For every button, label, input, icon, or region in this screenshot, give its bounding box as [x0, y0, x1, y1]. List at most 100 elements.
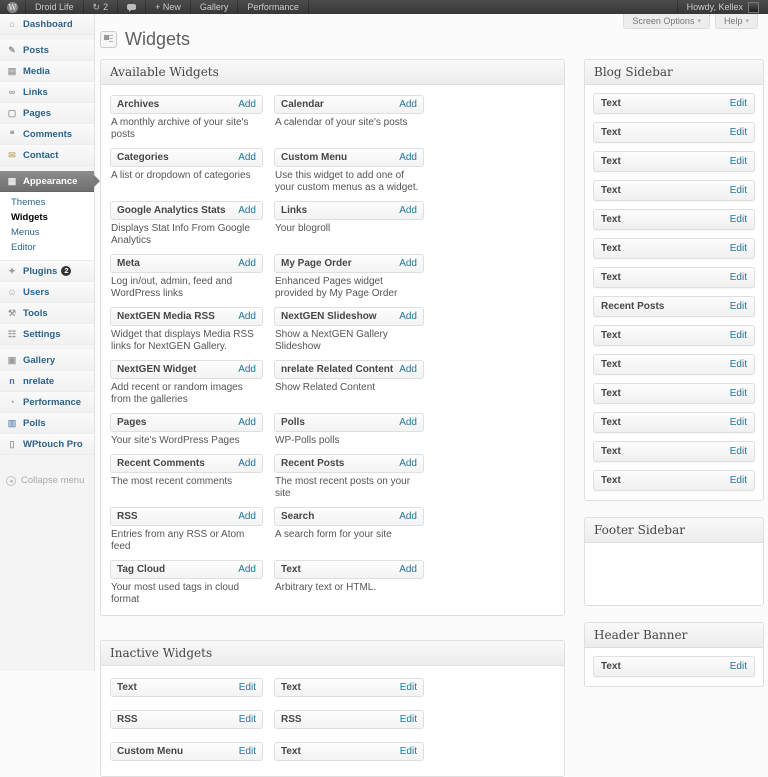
widget-add-link[interactable]: Add	[399, 511, 417, 522]
widget-edit-link[interactable]: Edit	[729, 446, 747, 457]
comments-menu[interactable]	[118, 0, 147, 14]
widget-edit-link[interactable]: Edit	[729, 388, 747, 399]
widget-edit-link[interactable]: Edit	[399, 714, 417, 725]
widget-drag-handle[interactable]: Categories Add	[110, 148, 263, 167]
sidebar-widget-card[interactable]: Text Edit	[593, 656, 755, 677]
widget-add-link[interactable]: Add	[399, 417, 417, 428]
widget-add-link[interactable]: Add	[399, 364, 417, 375]
inactive-widget-card[interactable]: Custom Menu Edit	[110, 742, 263, 761]
widget-add-link[interactable]: Add	[238, 417, 256, 428]
widget-drag-handle[interactable]: My Page Order Add	[274, 254, 424, 273]
widget-drag-handle[interactable]: NextGEN Widget Add	[110, 360, 263, 379]
widget-edit-link[interactable]: Edit	[729, 417, 747, 428]
sidebar-widget-card[interactable]: Text Edit	[593, 412, 755, 433]
sidebar-item-pages[interactable]: Pages	[0, 103, 94, 124]
widget-drag-handle[interactable]: Google Analytics Stats Add	[110, 201, 263, 220]
widget-drag-handle[interactable]: NextGEN Slideshow Add	[274, 307, 424, 326]
widget-drag-handle[interactable]: Polls Add	[274, 413, 424, 432]
collapse-menu-button[interactable]: ◂ Collapse menu	[0, 471, 94, 490]
sidebar-widget-card[interactable]: Text Edit	[593, 470, 755, 491]
widget-edit-link[interactable]: Edit	[238, 714, 256, 725]
widget-edit-link[interactable]: Edit	[729, 661, 747, 672]
widget-drag-handle[interactable]: Search Add	[274, 507, 424, 526]
widget-drag-handle[interactable]: Pages Add	[110, 413, 263, 432]
sidebar-widget-card[interactable]: Text Edit	[593, 383, 755, 404]
widget-drag-handle[interactable]: NextGEN Media RSS Add	[110, 307, 263, 326]
sidebar-widget-card[interactable]: Text Edit	[593, 325, 755, 346]
sidebar-widget-card[interactable]: Text Edit	[593, 267, 755, 288]
sidebar-widget-card[interactable]: Text Edit	[593, 209, 755, 230]
widget-add-link[interactable]: Add	[399, 205, 417, 216]
sidebar-item-contact[interactable]: Contact	[0, 145, 94, 166]
widget-edit-link[interactable]: Edit	[729, 127, 747, 138]
widget-edit-link[interactable]: Edit	[238, 746, 256, 757]
widget-edit-link[interactable]: Edit	[238, 682, 256, 693]
widget-drag-handle[interactable]: Tag Cloud Add	[110, 560, 263, 579]
widget-drag-handle[interactable]: Archives Add	[110, 95, 263, 114]
widget-edit-link[interactable]: Edit	[729, 330, 747, 341]
inactive-widget-card[interactable]: RSS Edit	[110, 710, 263, 729]
widget-add-link[interactable]: Add	[399, 458, 417, 469]
updates-menu[interactable]: ↻ 2	[84, 0, 119, 14]
widget-drag-handle[interactable]: Calendar Add	[274, 95, 424, 114]
widget-add-link[interactable]: Add	[238, 205, 256, 216]
widget-add-link[interactable]: Add	[238, 564, 256, 575]
sidebar-item-media[interactable]: Media	[0, 61, 94, 82]
gallery-menu[interactable]: Gallery	[191, 0, 239, 14]
sidebar-item-nrelate[interactable]: nrelate	[0, 371, 94, 392]
widget-drag-handle[interactable]: Meta Add	[110, 254, 263, 273]
widget-add-link[interactable]: Add	[238, 458, 256, 469]
inactive-widget-card[interactable]: Text Edit	[274, 678, 424, 697]
widget-drag-handle[interactable]: Text Add	[274, 560, 424, 579]
sidebar-item-appearance[interactable]: Appearance	[0, 171, 100, 192]
performance-menu[interactable]: Performance	[238, 0, 309, 14]
sidebar-item-posts[interactable]: Posts	[0, 40, 94, 61]
widget-edit-link[interactable]: Edit	[729, 475, 747, 486]
widget-edit-link[interactable]: Edit	[399, 746, 417, 757]
sidebar-subitem-widgets[interactable]: Widgets	[11, 212, 48, 223]
widget-add-link[interactable]: Add	[399, 564, 417, 575]
widget-edit-link[interactable]: Edit	[729, 98, 747, 109]
widget-add-link[interactable]: Add	[238, 99, 256, 110]
sidebar-item-links[interactable]: Links	[0, 82, 94, 103]
sidebar-item-polls[interactable]: Polls	[0, 413, 94, 434]
sidebar-item-users[interactable]: Users	[0, 282, 94, 303]
sidebar-subitem-menus[interactable]: Menus	[11, 227, 40, 238]
sidebar-subitem-editor[interactable]: Editor	[11, 242, 36, 253]
widget-add-link[interactable]: Add	[238, 511, 256, 522]
widget-add-link[interactable]: Add	[238, 152, 256, 163]
widget-add-link[interactable]: Add	[399, 99, 417, 110]
widget-add-link[interactable]: Add	[399, 152, 417, 163]
site-name-menu[interactable]: Droid Life	[26, 0, 84, 14]
sidebar-item-gallery[interactable]: Gallery	[0, 350, 94, 371]
sidebar-widget-card[interactable]: Text Edit	[593, 238, 755, 259]
widget-add-link[interactable]: Add	[238, 258, 256, 269]
widget-edit-link[interactable]: Edit	[729, 214, 747, 225]
sidebar-widget-card[interactable]: Text Edit	[593, 122, 755, 143]
widget-drag-handle[interactable]: Custom Menu Add	[274, 148, 424, 167]
sidebar-widget-card[interactable]: Text Edit	[593, 441, 755, 462]
sidebar-subitem-themes[interactable]: Themes	[11, 197, 46, 208]
sidebar-item-tools[interactable]: Tools	[0, 303, 94, 324]
inactive-widget-card[interactable]: RSS Edit	[274, 710, 424, 729]
widget-drag-handle[interactable]: Recent Posts Add	[274, 454, 424, 473]
sidebar-item-performance[interactable]: Performance	[0, 392, 94, 413]
widget-drag-handle[interactable]: nrelate Related Content Add	[274, 360, 424, 379]
screen-options-tab[interactable]: Screen Options ▾	[623, 14, 710, 29]
widget-edit-link[interactable]: Edit	[729, 243, 747, 254]
sidebar-item-dashboard[interactable]: Dashboard	[0, 14, 94, 35]
help-tab[interactable]: Help ▾	[714, 14, 758, 29]
widget-drag-handle[interactable]: RSS Add	[110, 507, 263, 526]
widget-drag-handle[interactable]: Recent Comments Add	[110, 454, 263, 473]
inactive-widget-card[interactable]: Text Edit	[274, 742, 424, 761]
wordpress-logo-menu[interactable]: W	[0, 0, 26, 14]
widget-edit-link[interactable]: Edit	[399, 682, 417, 693]
sidebar-widget-card[interactable]: Recent Posts Edit	[593, 296, 755, 317]
widget-edit-link[interactable]: Edit	[729, 301, 747, 312]
new-content-menu[interactable]: + New	[146, 0, 191, 14]
sidebar-item-settings[interactable]: Settings	[0, 324, 94, 345]
widget-edit-link[interactable]: Edit	[729, 185, 747, 196]
sidebar-widget-card[interactable]: Text Edit	[593, 151, 755, 172]
widget-edit-link[interactable]: Edit	[729, 359, 747, 370]
